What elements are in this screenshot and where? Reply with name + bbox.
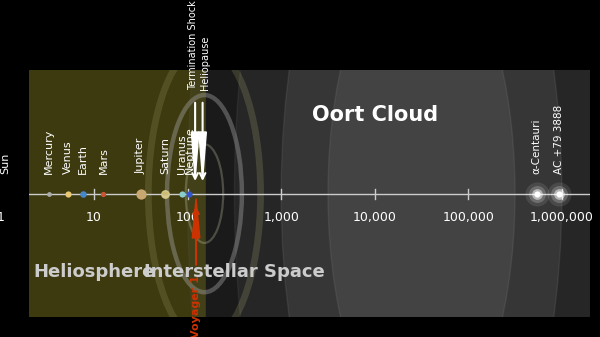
Point (554, 191, 564, 196)
Point (63, 191, 73, 196)
Point (185, 191, 194, 196)
Bar (29, 70, 206, 317)
Polygon shape (199, 132, 206, 179)
Circle shape (328, 0, 515, 337)
Text: Neptune: Neptune (184, 126, 194, 174)
Polygon shape (193, 198, 200, 238)
Text: Mercury: Mercury (44, 128, 54, 174)
Text: Termination Shock: Termination Shock (188, 0, 198, 90)
Point (554, 191, 564, 196)
Point (160, 191, 170, 196)
Point (44, 191, 54, 196)
Point (532, 191, 541, 196)
Text: Mars: Mars (98, 147, 109, 174)
Point (177, 191, 187, 196)
Circle shape (281, 0, 562, 337)
Text: Heliosphere: Heliosphere (34, 264, 155, 281)
Text: α-Centauri: α-Centauri (532, 118, 542, 174)
Point (554, 191, 564, 196)
Text: 100: 100 (176, 211, 200, 224)
Text: Earth: Earth (78, 144, 88, 174)
Text: Saturn: Saturn (160, 137, 170, 174)
Point (1, 191, 10, 196)
Ellipse shape (162, 192, 169, 195)
Point (98, 191, 108, 196)
Text: 100,000: 100,000 (442, 211, 494, 224)
Text: Jupiter: Jupiter (136, 137, 146, 174)
Text: Voyager 1: Voyager 1 (191, 275, 201, 337)
Point (554, 191, 564, 196)
Text: 10,000: 10,000 (353, 211, 397, 224)
Point (532, 191, 541, 196)
Polygon shape (191, 132, 199, 179)
Circle shape (188, 0, 600, 337)
Text: AC +79 3888: AC +79 3888 (554, 105, 564, 174)
Point (1, 191, 10, 196)
Text: 1,000,000: 1,000,000 (530, 211, 594, 224)
Text: Heliopause: Heliopause (200, 36, 211, 90)
Text: Interstellar Space: Interstellar Space (144, 264, 325, 281)
Point (136, 191, 146, 196)
Point (78, 191, 88, 196)
Text: 1,000: 1,000 (263, 211, 299, 224)
Text: 10: 10 (86, 211, 102, 224)
Text: 1: 1 (0, 211, 4, 224)
Point (532, 191, 541, 196)
Text: Sun: Sun (0, 153, 10, 174)
Circle shape (235, 0, 600, 337)
Point (1, 191, 10, 196)
Bar (206, 70, 590, 317)
Text: Uranus: Uranus (177, 134, 187, 174)
Text: Oort Cloud: Oort Cloud (311, 105, 438, 125)
Text: Venus: Venus (63, 140, 73, 174)
Point (532, 191, 541, 196)
